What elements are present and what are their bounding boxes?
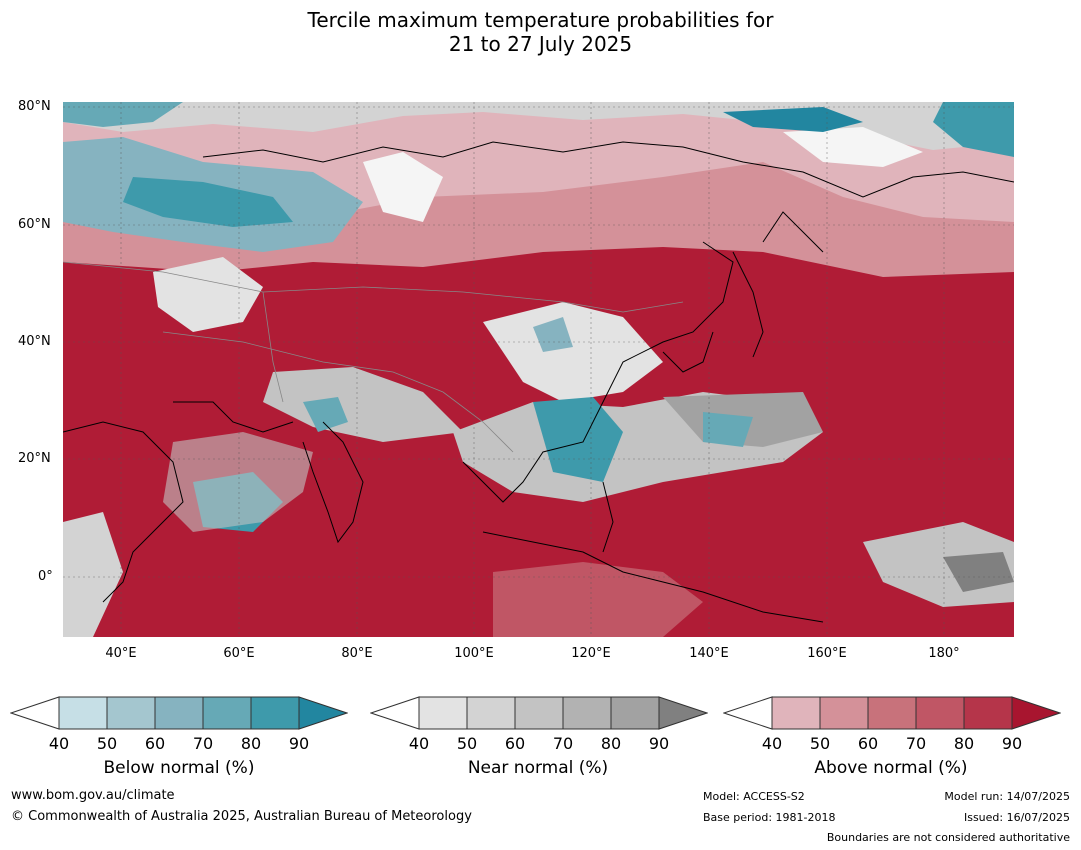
region-above-light-south	[493, 562, 703, 637]
cb-above-seg-1	[771, 696, 821, 730]
colorbar-near-label: Near normal (%)	[467, 758, 609, 778]
chart-title: Tercile maximum temperature probabilitie…	[0, 8, 1081, 56]
footer-website: www.bom.gov.au/climate	[11, 788, 175, 803]
colorbar-below-label: Below normal (%)	[103, 758, 255, 778]
cb-below-tick: 80	[240, 734, 262, 753]
cb-above-tick: 50	[809, 734, 831, 753]
region-below-pacific	[703, 412, 753, 447]
cb-above-tick: 80	[953, 734, 975, 753]
cb-above-seg-3	[867, 696, 917, 730]
cb-near-seg-1	[418, 696, 468, 730]
cb-near-tick: 70	[552, 734, 574, 753]
colorbar-near	[370, 696, 708, 732]
lon-label-120e: 120°E	[571, 646, 611, 661]
colorbar-above	[723, 696, 1061, 732]
region-near-africa	[63, 512, 123, 637]
cb-above-tick: 70	[905, 734, 927, 753]
cb-below-tick: 50	[96, 734, 118, 753]
cb-near-seg-4	[562, 696, 612, 730]
lon-label-160e: 160°E	[807, 646, 847, 661]
cb-near-tick: 50	[456, 734, 478, 753]
cb-near-seg-2	[466, 696, 516, 730]
lon-label-140e: 140°E	[689, 646, 729, 661]
lon-label-60e: 60°E	[223, 646, 255, 661]
region-below-westsib-core	[123, 177, 293, 227]
coastlines	[63, 141, 1014, 623]
cb-above-seg-5	[963, 696, 1013, 730]
lon-label-100e: 100°E	[454, 646, 494, 661]
region-near-white-north	[363, 152, 443, 222]
cb-near-tick: 60	[504, 734, 526, 753]
title-line-2: 21 to 27 July 2025	[448, 32, 633, 56]
lat-label-20n: 20°N	[18, 451, 51, 466]
cb-near-tick: 90	[648, 734, 670, 753]
cb-below-seg-1	[58, 696, 108, 730]
region-near-china	[483, 302, 663, 402]
region-below-ne-edge2	[933, 102, 1014, 157]
region-below-north-edge	[63, 102, 183, 127]
cb-above-tick: 40	[761, 734, 783, 753]
lon-label-40e: 40°E	[105, 646, 137, 661]
region-below-tibet	[303, 397, 348, 432]
footer-model: Model: ACCESS-S2	[703, 790, 805, 803]
cb-below-seg-2	[106, 696, 156, 730]
footer-copyright: © Commonwealth of Australia 2025, Austra…	[11, 809, 472, 824]
country-borders	[63, 261, 684, 453]
region-below-china-north	[533, 317, 573, 352]
footer-model-run: Model run: 14/07/2025	[944, 790, 1070, 803]
region-below-scs	[533, 397, 623, 482]
cb-below-seg-5	[250, 696, 300, 730]
cb-below-seg-3	[154, 696, 204, 730]
region-below-ne-edge	[723, 107, 863, 132]
cb-near-tick: 40	[408, 734, 430, 753]
lat-label-0: 0°	[38, 569, 53, 584]
cb-above-seg-4	[915, 696, 965, 730]
lat-label-60n: 60°N	[18, 217, 51, 232]
map-svg	[63, 102, 1014, 637]
forecast-map	[63, 102, 1014, 637]
lat-label-40n: 40°N	[18, 334, 51, 349]
colorbar-below	[10, 696, 348, 732]
region-near-tibet	[263, 367, 463, 442]
region-near-arabian	[163, 432, 313, 532]
cb-below-tick: 70	[192, 734, 214, 753]
lon-label-80e: 80°E	[341, 646, 373, 661]
cb-near-seg-3	[514, 696, 564, 730]
title-line-1: Tercile maximum temperature probabilitie…	[307, 8, 774, 32]
cb-above-tick: 90	[1001, 734, 1023, 753]
region-near-se-pacific-core	[943, 552, 1014, 592]
cb-near-tick: 80	[600, 734, 622, 753]
footer-base-period: Base period: 1981-2018	[703, 811, 836, 824]
cb-below-tick: 60	[144, 734, 166, 753]
footer-disclaimer: Boundaries are not considered authoritat…	[826, 831, 1070, 844]
colorbar-above-label: Above normal (%)	[814, 758, 968, 778]
region-near-white-east	[783, 127, 923, 167]
colorbar-near-svg	[370, 696, 708, 730]
cb-above-seg-2	[819, 696, 869, 730]
colorbar-below-svg	[10, 696, 348, 730]
cb-below-tick: 40	[48, 734, 70, 753]
cb-near-seg-5	[610, 696, 660, 730]
colorbar-above-svg	[723, 696, 1061, 730]
lat-label-80n: 80°N	[18, 99, 51, 114]
cb-below-seg-4	[202, 696, 252, 730]
cb-above-tick: 60	[857, 734, 879, 753]
cb-below-tick: 90	[288, 734, 310, 753]
footer-issued: Issued: 16/07/2025	[963, 811, 1070, 824]
lon-label-180: 180°	[928, 646, 960, 661]
